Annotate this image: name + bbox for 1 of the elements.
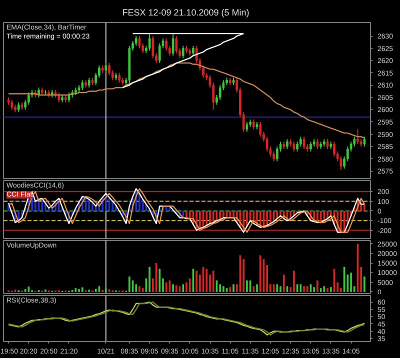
- chart-title: FESX 12-09 21.10.2009 (5 Min): [122, 8, 250, 18]
